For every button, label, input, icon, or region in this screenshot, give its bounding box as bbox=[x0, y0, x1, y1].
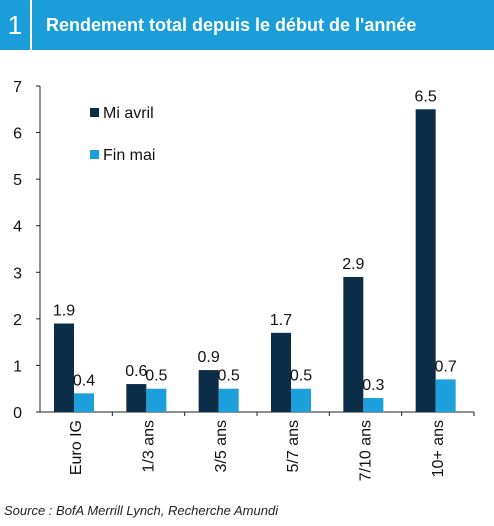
bar bbox=[146, 388, 167, 412]
legend-label: Mi avril bbox=[103, 105, 154, 122]
x-tick-label: 10+ ans bbox=[430, 420, 447, 477]
x-tick-label: 3/5 ans bbox=[213, 420, 230, 472]
data-label: 0.9 bbox=[198, 349, 220, 366]
x-tick-label: 1/3 ans bbox=[141, 420, 158, 472]
legend-swatch bbox=[90, 150, 99, 159]
legend-label: Fin mai bbox=[103, 147, 155, 164]
y-tick-label: 5 bbox=[13, 172, 22, 189]
y-tick-label: 1 bbox=[13, 358, 22, 375]
bar bbox=[271, 332, 291, 412]
x-tick-label: Euro IG bbox=[68, 420, 85, 475]
bar bbox=[198, 370, 219, 412]
data-label: 0.6 bbox=[125, 363, 147, 380]
bar bbox=[126, 384, 147, 412]
data-label: 1.7 bbox=[270, 312, 292, 329]
figure-title: Rendement total depuis le début de l'ann… bbox=[46, 15, 417, 35]
bar bbox=[218, 388, 239, 412]
x-tick-label: 5/7 ans bbox=[285, 420, 302, 472]
source-note: Source : BofA Merrill Lynch, Recherche A… bbox=[4, 503, 279, 518]
y-tick-label: 6 bbox=[13, 126, 22, 143]
figure-number: 1 bbox=[7, 10, 23, 40]
data-label: 0.7 bbox=[435, 358, 457, 375]
y-tick-label: 4 bbox=[13, 219, 22, 236]
x-tick-label: 7/10 ans bbox=[358, 420, 375, 481]
data-label: 0.4 bbox=[73, 372, 95, 389]
data-label: 0.5 bbox=[145, 368, 167, 385]
legend-swatch bbox=[90, 108, 99, 117]
bar bbox=[363, 398, 384, 412]
y-tick-label: 7 bbox=[13, 79, 22, 96]
data-label: 6.5 bbox=[415, 88, 437, 105]
data-label: 0.5 bbox=[218, 368, 240, 385]
bar bbox=[343, 276, 364, 412]
y-tick-label: 2 bbox=[13, 312, 22, 329]
data-label: 0.3 bbox=[362, 377, 384, 394]
data-label: 1.9 bbox=[53, 303, 75, 320]
bar bbox=[54, 323, 74, 412]
bar bbox=[415, 109, 436, 413]
bar bbox=[435, 379, 456, 412]
bar bbox=[291, 388, 311, 412]
data-label: 0.5 bbox=[290, 368, 312, 385]
data-label: 2.9 bbox=[342, 256, 364, 273]
figure-header: 1 Rendement total depuis le début de l'a… bbox=[0, 0, 494, 50]
bar bbox=[74, 393, 94, 412]
y-tick-label: 3 bbox=[13, 265, 22, 282]
header-divider bbox=[30, 0, 32, 50]
y-tick-label: 0 bbox=[13, 405, 22, 422]
